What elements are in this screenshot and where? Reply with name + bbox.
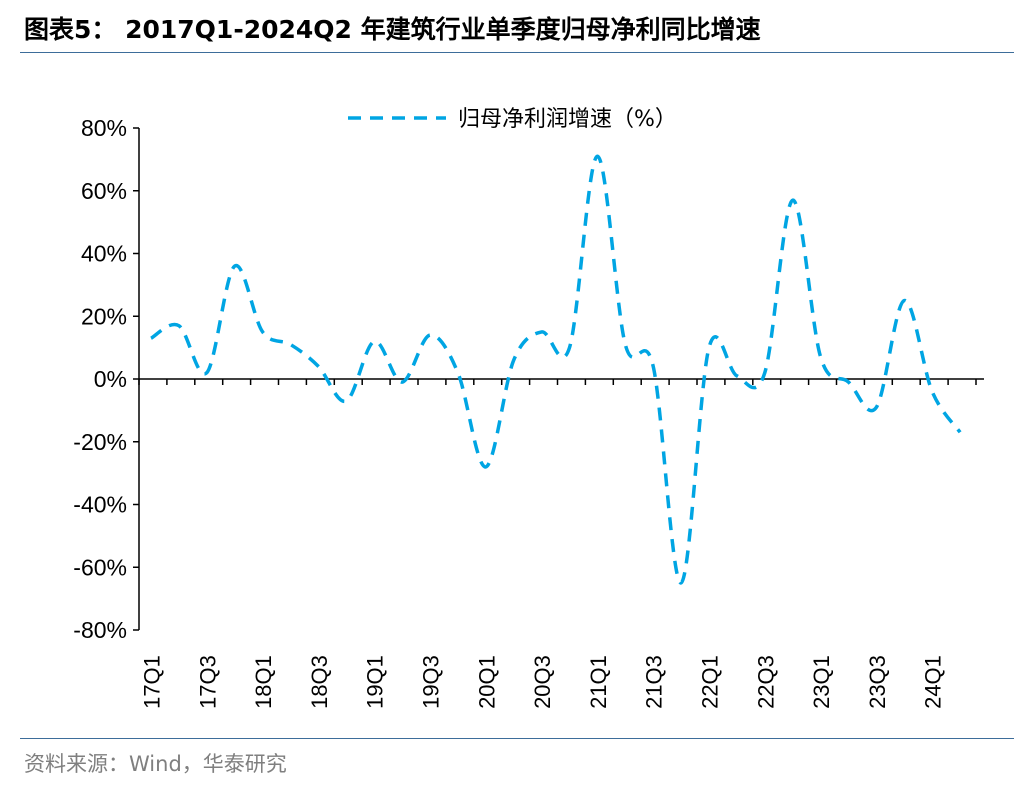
x-tick-label: 21Q3 [642,655,667,709]
data-point [344,399,348,403]
x-tick-label: 19Q1 [363,655,388,709]
x-tick-label: 18Q1 [251,655,276,709]
data-point [930,390,934,394]
x-tick-label: 23Q1 [809,655,834,709]
data-point [484,465,488,469]
data-point [902,299,906,303]
data-point [958,430,962,434]
data-point [177,324,181,328]
data-point [289,343,293,347]
data-point [149,336,153,340]
data-point [763,371,767,375]
y-tick-label: 60% [81,178,127,204]
x-tick-label: 20Q1 [474,655,499,709]
y-tick-label: -60% [73,554,127,580]
y-tick-label: -40% [73,492,127,518]
data-point [874,405,878,409]
data-point [791,198,795,202]
y-tick-label: 80% [81,115,127,141]
data-point [707,346,711,350]
data-point [205,371,209,375]
x-tick-label: 18Q3 [307,655,332,709]
legend-label: 归母净利润增速（%） [458,107,677,132]
y-tick-label: 40% [81,241,127,267]
data-point [568,346,572,350]
data-point [512,358,516,362]
x-tick-label: 24Q1 [921,655,946,709]
y-tick-label: 20% [81,303,127,329]
data-point [847,380,851,384]
x-tick-label: 17Q1 [140,655,165,709]
data-point [400,380,404,384]
y-tick-label: 0% [94,366,127,392]
data-point [819,355,823,359]
x-axis: 17Q1 17Q3 18Q1 18Q3 19Q1 19Q3 20Q1 20Q3 21Q1 21Q3… [138,378,984,709]
figure-title: 图表5： 2017Q1-2024Q2 年建筑行业单季度归母净利同比增速 [24,15,761,44]
bottom-rule [20,738,1014,739]
x-tick-label: 23Q3 [865,655,890,709]
y-axis: 80% 60% 40% 20% 0% -20% -40% -60% -80% [73,115,140,643]
y-tick-label: -20% [73,429,127,455]
data-point [261,330,265,334]
chart-legend: 归母净利润增速（%） [348,107,677,132]
x-tick-label: 17Q3 [195,655,220,709]
x-tick-label: 22Q3 [753,655,778,709]
x-tick-label: 22Q1 [698,655,723,709]
data-point [679,581,683,585]
x-tick-label: 21Q1 [586,655,611,709]
top-rule [20,52,1014,53]
data-point [623,343,627,347]
line-chart: 归母净利润增速（%） 80% 60% 40% 20% 0% -20% -40% -60% -80… [73,107,984,709]
series-line [150,154,962,585]
y-tick-label: -80% [73,617,127,643]
data-point [735,374,739,378]
data-point [372,339,376,343]
x-tick-label: 19Q3 [419,655,444,709]
data-point [651,364,655,368]
x-tick-label: 20Q3 [530,655,555,709]
data-point [456,371,460,375]
data-point [233,264,237,268]
data-point [595,154,599,158]
data-point [540,330,544,334]
data-point [428,333,432,337]
source-note: 资料来源：Wind，华泰研究 [24,752,287,776]
data-point [316,364,320,368]
series-layer [149,154,962,585]
